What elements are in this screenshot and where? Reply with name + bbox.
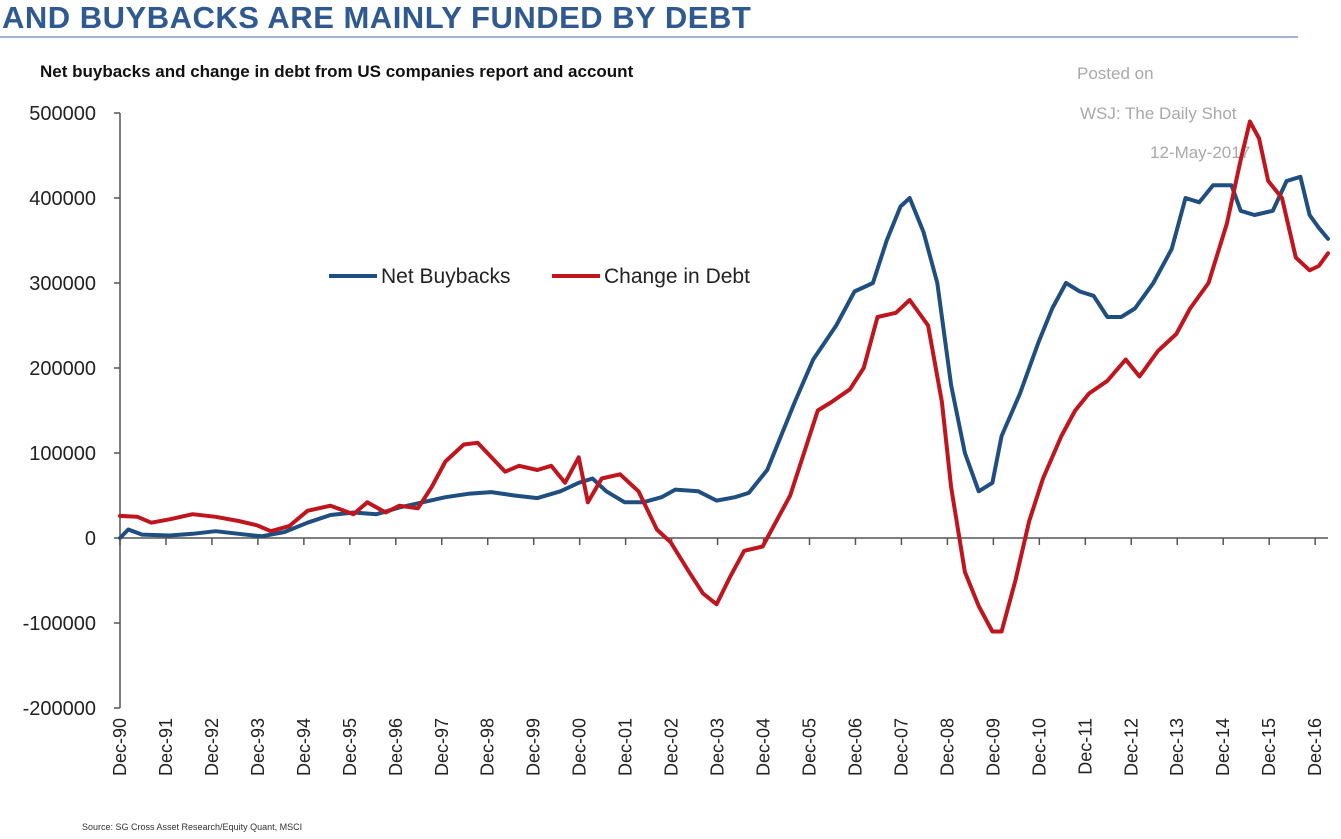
headline: AND BUYBACKS ARE MAINLY FUNDED BY DEBT bbox=[2, 0, 752, 35]
x-tick-label: Dec-13 bbox=[1167, 718, 1187, 776]
chart-subtitle: Net buybacks and change in debt from US … bbox=[40, 62, 634, 81]
x-tick-label: Dec-03 bbox=[708, 718, 728, 776]
x-tick-label: Dec-15 bbox=[1259, 718, 1279, 776]
x-tick-label: Dec-92 bbox=[202, 718, 222, 776]
x-tick-label: Dec-10 bbox=[1029, 718, 1049, 776]
y-tick-label: 300000 bbox=[29, 273, 96, 295]
headline-rule bbox=[0, 36, 1298, 38]
x-tick-label: Dec-08 bbox=[937, 718, 957, 776]
x-tick-label: Dec-99 bbox=[524, 718, 544, 776]
series-line-net-buybacks bbox=[118, 174, 1330, 540]
x-tick-label: Dec-05 bbox=[799, 718, 819, 776]
x-tick-label: Dec-93 bbox=[248, 718, 268, 776]
x-tick-label: Dec-91 bbox=[156, 718, 176, 776]
x-tick-label: Dec-12 bbox=[1121, 718, 1141, 776]
x-tick-label: Dec-04 bbox=[754, 718, 774, 776]
y-tick-label: 0 bbox=[85, 528, 96, 550]
x-tick-label: Dec-14 bbox=[1213, 718, 1233, 776]
x-tick-label: Dec-96 bbox=[386, 718, 406, 776]
x-tick-label: Dec-09 bbox=[983, 718, 1003, 776]
watermark-date: 12-May-2017 bbox=[1150, 143, 1251, 162]
legend: Net Buybacks Change in Debt bbox=[329, 265, 750, 288]
watermark-source: WSJ: The Daily Shot bbox=[1080, 104, 1237, 123]
y-tick-label: 400000 bbox=[29, 188, 96, 210]
x-tick-label: Dec-16 bbox=[1305, 718, 1325, 776]
series-line-change-in-debt bbox=[118, 119, 1330, 634]
x-tick-label: Dec-97 bbox=[432, 718, 452, 776]
y-tick-label: -100000 bbox=[23, 613, 96, 635]
y-tick-label: -200000 bbox=[23, 698, 96, 720]
y-axis-ticks: 500000 400000 300000 200000 100000 0 -100000 -2… bbox=[23, 103, 120, 720]
y-tick-label: 100000 bbox=[29, 443, 96, 465]
legend-label-change-in-debt: Change in Debt bbox=[604, 265, 750, 288]
x-tick-label: Dec-01 bbox=[616, 718, 636, 776]
x-tick-label: Dec-98 bbox=[478, 718, 498, 776]
x-tick-label: Dec-95 bbox=[340, 718, 360, 776]
y-tick-label: 200000 bbox=[29, 358, 96, 380]
x-tick-label: Dec-07 bbox=[891, 718, 911, 776]
x-tick-label: Dec-94 bbox=[294, 718, 314, 776]
x-axis-ticks: Dec-90 Dec-91 Dec-92 Dec-93 Dec-94 Dec-95 Dec-… bbox=[110, 538, 1325, 776]
source-note: Source: SG Cross Asset Research/Equity Q… bbox=[82, 822, 303, 832]
x-tick-label: Dec-02 bbox=[662, 718, 682, 776]
series-layer bbox=[118, 119, 1330, 634]
x-tick-label: Dec-90 bbox=[110, 718, 130, 776]
y-tick-label: 500000 bbox=[29, 103, 96, 125]
legend-label-net-buybacks: Net Buybacks bbox=[381, 265, 511, 288]
x-tick-label: Dec-06 bbox=[845, 718, 865, 776]
x-tick-label: Dec-00 bbox=[570, 718, 590, 776]
x-tick-label: Dec-11 bbox=[1075, 718, 1095, 775]
watermark-posted-on: Posted on bbox=[1077, 64, 1154, 83]
